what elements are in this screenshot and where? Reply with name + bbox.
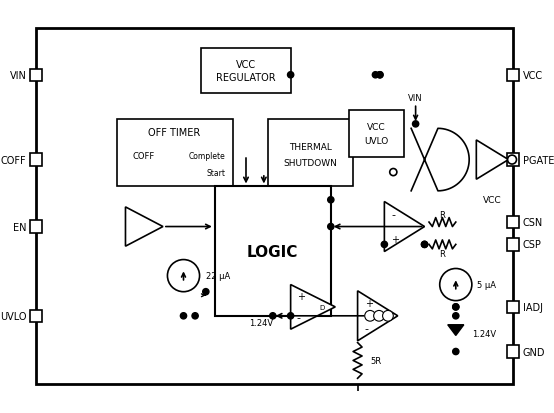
Bar <box>201 49 291 93</box>
Circle shape <box>389 169 397 176</box>
Text: EN: EN <box>13 222 27 232</box>
Text: VCC: VCC <box>236 60 256 70</box>
Text: CSP: CSP <box>523 240 542 250</box>
Bar <box>30 154 43 166</box>
Text: -: - <box>297 313 301 323</box>
Circle shape <box>377 72 383 79</box>
Text: Complete: Complete <box>189 151 225 160</box>
Polygon shape <box>357 291 398 341</box>
Bar <box>30 69 43 82</box>
Circle shape <box>413 121 419 128</box>
Bar <box>507 345 519 358</box>
Text: PGATE: PGATE <box>523 155 554 165</box>
Text: REGULATOR: REGULATOR <box>216 72 276 82</box>
Circle shape <box>192 313 198 319</box>
Text: -: - <box>392 209 396 219</box>
Circle shape <box>327 197 334 203</box>
Circle shape <box>453 313 459 319</box>
Bar <box>507 239 519 251</box>
Circle shape <box>288 72 294 79</box>
Text: D: D <box>319 304 325 310</box>
Text: R: R <box>439 249 445 258</box>
Text: +: + <box>297 292 305 301</box>
Text: 5 μA: 5 μA <box>477 280 496 290</box>
Text: -: - <box>365 323 369 334</box>
Circle shape <box>377 72 383 79</box>
Text: LOGIC: LOGIC <box>247 244 299 259</box>
Circle shape <box>365 311 376 321</box>
Circle shape <box>453 304 459 310</box>
Polygon shape <box>411 129 469 191</box>
Bar <box>507 69 519 82</box>
Text: UVLO: UVLO <box>364 137 388 146</box>
Text: UVLO: UVLO <box>0 311 27 321</box>
Bar <box>30 310 43 322</box>
Text: THERMAL: THERMAL <box>289 142 332 151</box>
Text: 1.24V: 1.24V <box>249 319 273 328</box>
Text: OFF TIMER: OFF TIMER <box>148 128 201 138</box>
Text: Start: Start <box>207 169 225 178</box>
Bar <box>507 154 519 166</box>
Bar <box>348 111 404 157</box>
Bar <box>30 221 43 233</box>
Circle shape <box>381 242 387 248</box>
Text: VIN: VIN <box>408 93 423 102</box>
Circle shape <box>167 260 199 292</box>
Circle shape <box>373 311 384 321</box>
Bar <box>268 120 353 187</box>
Circle shape <box>203 289 209 295</box>
Text: VCC: VCC <box>483 196 502 205</box>
Bar <box>507 216 519 229</box>
Text: SHUTDOWN: SHUTDOWN <box>284 158 337 167</box>
Polygon shape <box>125 207 163 247</box>
Circle shape <box>453 304 459 310</box>
Text: VCC: VCC <box>367 123 386 132</box>
Polygon shape <box>448 325 464 336</box>
Circle shape <box>383 311 393 321</box>
Text: GND: GND <box>523 347 545 357</box>
Circle shape <box>270 313 276 319</box>
Text: VCC: VCC <box>523 71 543 81</box>
Bar <box>507 301 519 313</box>
Circle shape <box>372 72 378 79</box>
Bar <box>215 187 331 316</box>
Text: 22 μA: 22 μA <box>206 271 230 280</box>
Polygon shape <box>291 285 335 330</box>
Circle shape <box>288 313 294 319</box>
Text: 1.24V: 1.24V <box>472 329 496 338</box>
Text: COFF: COFF <box>1 155 27 165</box>
Text: CSN: CSN <box>523 218 543 228</box>
Polygon shape <box>384 202 424 252</box>
Text: +: + <box>392 235 399 244</box>
Circle shape <box>422 242 428 248</box>
Circle shape <box>453 349 459 355</box>
Circle shape <box>422 242 428 248</box>
Circle shape <box>507 156 516 165</box>
Text: 5R: 5R <box>370 356 381 365</box>
Text: COFF: COFF <box>132 151 155 160</box>
Text: +: + <box>365 299 373 309</box>
Text: VIN: VIN <box>9 71 27 81</box>
Circle shape <box>181 313 187 319</box>
Text: IADJ: IADJ <box>523 302 543 312</box>
Text: R: R <box>439 210 445 219</box>
Bar <box>116 120 233 187</box>
Polygon shape <box>476 140 509 180</box>
Circle shape <box>327 224 334 230</box>
Circle shape <box>440 269 472 301</box>
